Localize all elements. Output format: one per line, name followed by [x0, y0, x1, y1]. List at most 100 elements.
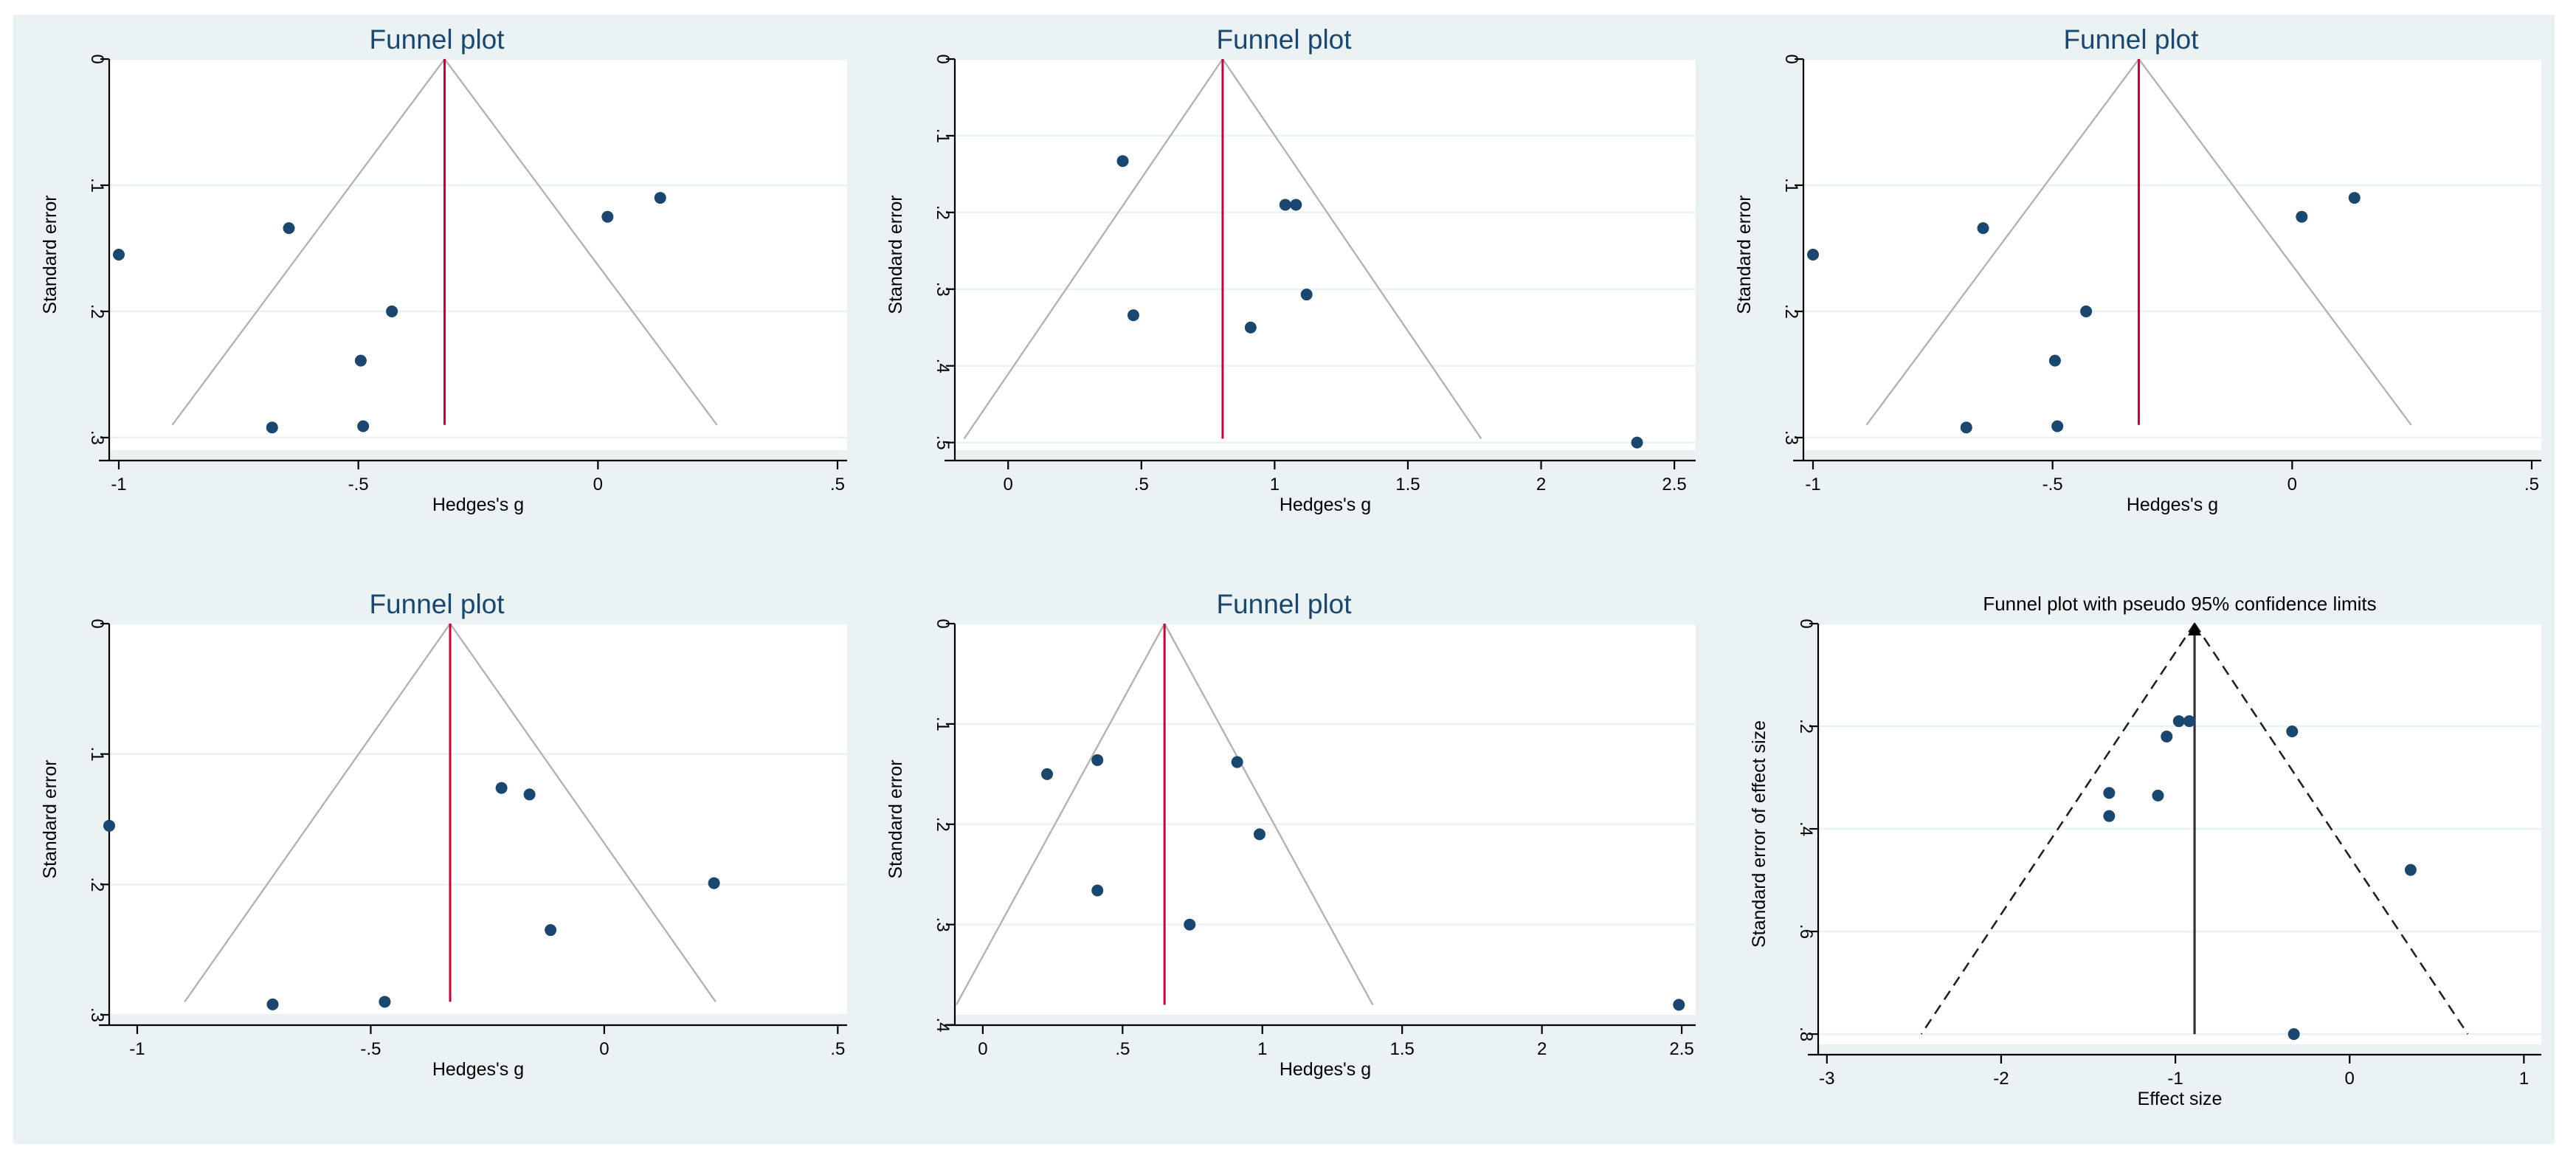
y-tick-label: .2 — [933, 817, 953, 832]
x-tick-label: 0 — [593, 475, 603, 494]
panel-title: Funnel plot — [2063, 24, 2199, 55]
x-tick-label: 1 — [2519, 1069, 2529, 1089]
x-tick-label: 1 — [1270, 475, 1280, 494]
x-tick-label: -2 — [1993, 1069, 2009, 1089]
x-tick-label: 0 — [1004, 475, 1013, 494]
y-axis-title: Standard error of effect size — [1749, 720, 1769, 948]
data-point — [1253, 828, 1265, 841]
panel-title: Funnel plot — [369, 589, 505, 619]
data-point — [2287, 1028, 2300, 1041]
data-point — [654, 192, 666, 204]
data-point — [2048, 354, 2061, 367]
x-tick-label: -.5 — [348, 475, 369, 494]
pooled-effect-arrow — [2188, 622, 2202, 635]
data-point — [2348, 192, 2361, 204]
y-tick-label: .2 — [87, 877, 107, 892]
funnel-limit-right — [1221, 58, 1482, 440]
y-tick-label: .3 — [87, 1007, 107, 1022]
data-point — [545, 924, 557, 937]
y-tick-label: .1 — [87, 747, 107, 762]
y-tick-label: .3 — [87, 430, 107, 445]
funnel-limit-right — [2138, 58, 2412, 426]
y-tick-label: .4 — [933, 359, 953, 373]
data-point — [103, 819, 115, 832]
x-tick-label: .5 — [830, 1039, 845, 1059]
y-tick-label: .1 — [1781, 178, 1801, 193]
y-tick-label: .4 — [933, 1018, 953, 1033]
y-tick-label: .2 — [933, 205, 953, 220]
x-axis-title: Hedges's g — [1280, 494, 1371, 515]
data-point — [2296, 210, 2308, 223]
x-tick-label: 0 — [978, 1039, 987, 1059]
data-point — [495, 782, 508, 794]
panel-title: Funnel plot — [369, 24, 505, 55]
data-point — [2152, 789, 2164, 802]
plot-area — [1803, 59, 2541, 450]
data-point — [266, 421, 278, 434]
data-point — [2103, 810, 2116, 822]
plot-area — [109, 624, 847, 1015]
data-point — [266, 998, 279, 1010]
data-point — [601, 210, 614, 223]
funnel-limit-left — [171, 58, 446, 426]
data-point — [1231, 756, 1243, 768]
y-axis-title: Standard error — [885, 195, 906, 314]
y-axis-title: Standard error — [1734, 195, 1755, 314]
data-point — [2286, 725, 2299, 737]
x-tick-label: 0 — [599, 1039, 609, 1059]
funnel-limit-right — [443, 58, 718, 426]
x-tick-label: 1.5 — [1390, 1039, 1415, 1059]
data-point — [708, 877, 720, 889]
funnel-limit-left — [184, 623, 452, 1003]
data-point — [354, 354, 367, 367]
x-tick-label: .5 — [1115, 1039, 1130, 1059]
data-point — [386, 305, 398, 317]
data-point — [2161, 730, 2173, 742]
data-point — [1244, 321, 1257, 334]
funnel-limit-left — [963, 58, 1223, 440]
funnel-panel-4: 0 .1 .2 .3 -1 -.5 0 .5 Hedges's g Standard error F… — [40, 589, 847, 1080]
plot-area — [1818, 624, 2541, 1044]
x-tick-label: 1.5 — [1395, 475, 1420, 494]
data-point — [2183, 715, 2195, 728]
data-point — [2051, 420, 2064, 432]
x-tick-label: 0 — [2345, 1069, 2355, 1089]
y-tick-label: .6 — [1796, 924, 1816, 939]
funnel-panel-1: 0 .1 .2 .3 -1 -.5 0 .5 Hedges's g Standard error F… — [40, 24, 847, 515]
funnel-limit-right — [1164, 623, 1374, 1005]
y-axis-title: Standard error — [40, 195, 61, 314]
y-axis-title: Standard error — [40, 759, 61, 878]
data-point — [1127, 309, 1139, 322]
funnel-limit-left — [1920, 623, 2196, 1035]
x-tick-label: 1 — [1257, 1039, 1267, 1059]
data-point — [1279, 199, 1291, 211]
x-axis-title: Hedges's g — [2127, 494, 2218, 515]
data-point — [379, 996, 391, 1008]
x-axis-title: Hedges's g — [432, 1059, 524, 1080]
y-tick-label: .3 — [933, 282, 953, 297]
y-tick-label: 0 — [933, 618, 953, 628]
y-axis-title: Standard error — [885, 759, 906, 878]
y-tick-label: .2 — [87, 304, 107, 319]
funnel-limit-right — [2193, 623, 2469, 1035]
data-point — [1290, 199, 1302, 211]
y-tick-label: 0 — [1796, 618, 1816, 628]
data-point — [283, 222, 295, 235]
funnel-limit-left — [1865, 58, 2140, 426]
x-tick-label: -.5 — [2043, 475, 2063, 494]
x-axis-title: Effect size — [2138, 1089, 2223, 1109]
panel-title: Funnel plot — [1216, 24, 1352, 55]
y-tick-label: .4 — [1796, 821, 1816, 836]
figure: 0 .1 .2 .3 -1 -.5 0 .5 Hedges's g Standard error F… — [13, 15, 2555, 1144]
funnel-panel-6: 0 .2 .4 .6 .8 -3 -2 -1 0 1 Effect size Standard err… — [1749, 593, 2541, 1109]
x-tick-label: -1 — [129, 1039, 145, 1059]
funnel-limit-right — [449, 623, 716, 1003]
data-point — [1673, 999, 1685, 1011]
panel-title: Funnel plot with pseudo 95% confidence l… — [1983, 593, 2376, 615]
y-tick-label: 0 — [87, 54, 107, 63]
panel-title: Funnel plot — [1216, 589, 1352, 619]
data-point — [1116, 155, 1129, 168]
y-tick-label: 0 — [933, 54, 953, 63]
data-point — [2404, 864, 2417, 876]
data-point — [1977, 222, 1989, 235]
